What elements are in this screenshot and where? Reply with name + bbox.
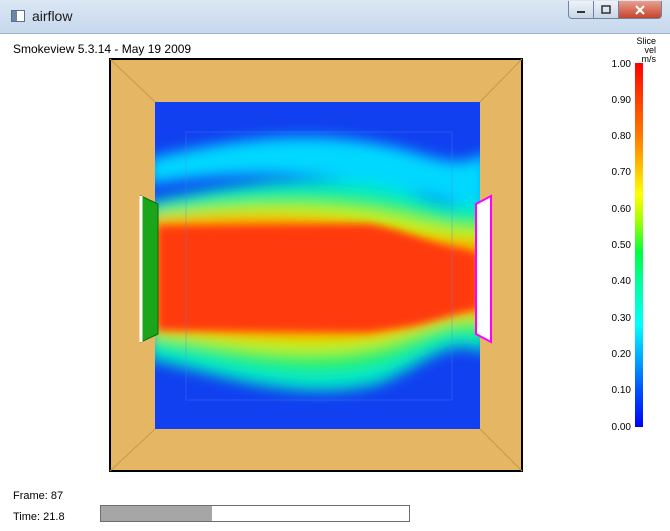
colorbar-label: 0.60: [611, 204, 631, 215]
version-label: Smokeview 5.3.14 - May 19 2009: [13, 42, 192, 56]
smokeview-canvas[interactable]: Smokeview 5.3.14 - May 19 2009: [8, 34, 662, 531]
colorbar-label: 0.20: [611, 349, 631, 360]
colorbar-label: 0.80: [611, 131, 631, 142]
colorbar-title: Slice: [636, 36, 656, 46]
wall-edge: [479, 428, 523, 472]
minimize-button[interactable]: [568, 1, 594, 19]
colorbar-label: 0.30: [611, 313, 631, 324]
colorbar-label: 1.00: [611, 59, 631, 70]
wall-edge: [479, 58, 523, 103]
colorbar-label: 0.70: [611, 167, 631, 178]
close-button[interactable]: [619, 1, 662, 19]
colorbar-label: 0.10: [611, 385, 631, 396]
colorbar-quantity: vel: [644, 45, 656, 55]
minimize-icon: [577, 10, 585, 13]
colorbar-unit: m/s: [641, 54, 657, 64]
inlet-vent: [140, 195, 159, 343]
maximize-icon: [601, 5, 611, 14]
title-bar: airflow: [0, 0, 670, 34]
window-title: airflow: [32, 8, 73, 24]
time-label: Time: 21.8: [13, 511, 65, 523]
colorbar-label: 0.00: [611, 422, 631, 433]
close-icon: [635, 4, 645, 15]
window-controls: [568, 1, 662, 19]
wall-edge: [109, 58, 156, 103]
time-progress-bar[interactable]: [100, 505, 410, 522]
frame-label: Frame: 87: [13, 490, 64, 502]
time-progress-fill: [101, 506, 212, 521]
airflow-scene: [109, 58, 523, 472]
maximize-button[interactable]: [594, 1, 619, 19]
colorbar-header: Slice vel m/s: [636, 37, 656, 64]
colorbar-label: 0.40: [611, 276, 631, 287]
colorbar-gradient: [635, 63, 643, 427]
velocity-slice: [155, 102, 480, 429]
wall-edge: [109, 428, 156, 472]
app-window-icon: [11, 10, 25, 22]
colorbar-label: 0.90: [611, 95, 631, 106]
colorbar-label: 0.50: [611, 240, 631, 251]
outlet-vent: [475, 194, 492, 344]
